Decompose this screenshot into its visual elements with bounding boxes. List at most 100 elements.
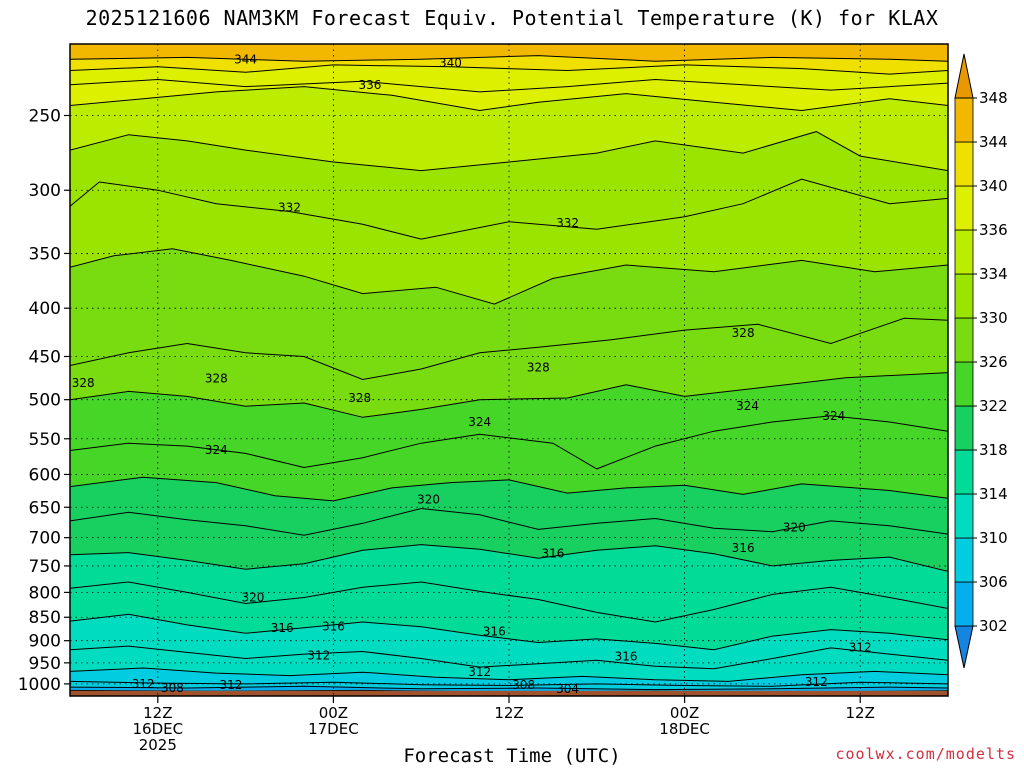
x-tick-label: 12Z [143,704,172,722]
contour-line-330 [70,248,948,305]
y-tick-label: 700 [29,529,61,549]
contour-line-326 [70,372,948,418]
contour-label: 316 [483,624,506,638]
contour-label: 308 [512,678,535,692]
y-tick-label: 800 [29,583,61,603]
contour-label: 316 [322,619,345,633]
contour-label: 320 [417,493,440,507]
y-tick-label: 400 [29,299,61,319]
x-axis-label: Forecast Time (UTC) [403,745,621,767]
contour-label: 312 [220,678,243,692]
contour-line-334 [70,131,948,172]
contour-label-layer: 344 340 336 332 332 328 328 328 328 328 324 324 324 3… [72,52,872,696]
colorbar-tick-label: 344 [979,133,1008,151]
colorbar-segment [954,405,974,451]
y-tick-label: 250 [29,106,61,126]
grid-layer [70,44,948,696]
colorbar-arrow-bottom [954,625,974,669]
chart-title: 2025121606 NAM3KM Forecast Equiv. Potent… [85,6,939,30]
contour-label: 328 [527,360,550,374]
colorbar-tick-label: 348 [979,89,1008,107]
colorbar-tick-label: 314 [979,485,1008,503]
colorbar-tick-label: 318 [979,441,1008,459]
contour-line-310 [70,667,948,682]
contour-label: 316 [615,649,638,663]
colorbar-segment [954,493,974,539]
x-tick-label: 16DEC [133,720,184,738]
contour-label: 324 [736,399,759,413]
contour-line-318 [70,544,948,572]
colorbar-tick-label: 310 [979,529,1008,547]
contour-line-336 [70,86,948,112]
colorbar-tick-label: 336 [979,221,1008,239]
colorbar-arrow-top [954,53,974,99]
colorbar-segment [954,581,974,627]
colorbar-segment [954,97,974,143]
y-tick-label: 550 [29,430,61,450]
x-tick-label: 12Z [494,704,523,722]
contour-label: 316 [541,547,564,561]
x-tick-label: 12Z [846,704,875,722]
contour-label: 312 [849,640,872,654]
y-tick-label: 650 [29,498,61,518]
contour-label: 332 [278,201,301,215]
contour-label: 304 [556,682,579,696]
y-tick-label: 1000 [18,675,61,695]
credit-text: coolwx.com/modelts [835,745,1016,763]
contour-label: 328 [205,372,228,386]
colorbar-segment [954,141,974,187]
contour-label: 312 [307,648,330,662]
y-tick-label: 950 [29,654,61,674]
colorbar-segment [954,537,974,583]
contour-line-320 [70,507,948,536]
colorbar-segment [954,273,974,319]
colorbar: 302 306 310 314 318 322 326 330 334 336 340 344 348 [954,53,1008,669]
contour-label: 324 [205,443,228,457]
x-tick-label: 17DEC [308,720,359,738]
contour-line-332 [70,178,948,240]
y-tick-label: 300 [29,181,61,201]
y-tick-label: 500 [29,391,61,411]
contour-label: 328 [72,376,95,390]
x-tick-label: 18DEC [659,720,710,738]
x-tick-label: 00Z [319,704,348,722]
contour-label: 324 [468,415,491,429]
contour-line-306 [70,685,948,691]
contour-label: 320 [783,521,806,535]
contour-label: 324 [822,409,845,423]
colorbar-tick-label: 306 [979,573,1008,591]
y-tick-label: 900 [29,632,61,652]
x-tick-label: 2025 [139,736,177,754]
colorbar-tick-label: 340 [979,177,1008,195]
contour-label: 340 [439,56,462,70]
contour-label: 336 [359,78,382,92]
contour-label: 328 [348,391,371,405]
contour-label: 312 [132,677,155,691]
contour-label: 308 [161,681,184,695]
y-axis: 250 300 350 400 450 500 550 600 650 700 750 800 850 9… [18,106,70,695]
y-tick-label: 350 [29,244,61,264]
colorbar-segment [954,317,974,363]
contour-label: 328 [732,326,755,340]
contour-label: 316 [271,621,294,635]
contour-line-312 [70,645,948,670]
colorbar-segment [954,449,974,495]
contour-line-338 [70,78,948,93]
contour-line-344 [70,55,948,62]
contour-line-308 [70,680,948,687]
colorbar-segment [954,229,974,275]
contour-label: 344 [234,52,257,66]
contour-line-340 [70,64,948,75]
contour-label: 312 [468,665,491,679]
y-tick-label: 750 [29,557,61,577]
colorbar-tick-label: 330 [979,309,1008,327]
y-tick-label: 600 [29,465,61,485]
contour-label: 320 [241,590,264,604]
contour-label: 316 [732,541,755,555]
colorbar-tick-label: 334 [979,265,1008,283]
colorbar-tick-label: 326 [979,353,1008,371]
contour-label: 312 [805,675,828,689]
colorbar-segment [954,361,974,407]
